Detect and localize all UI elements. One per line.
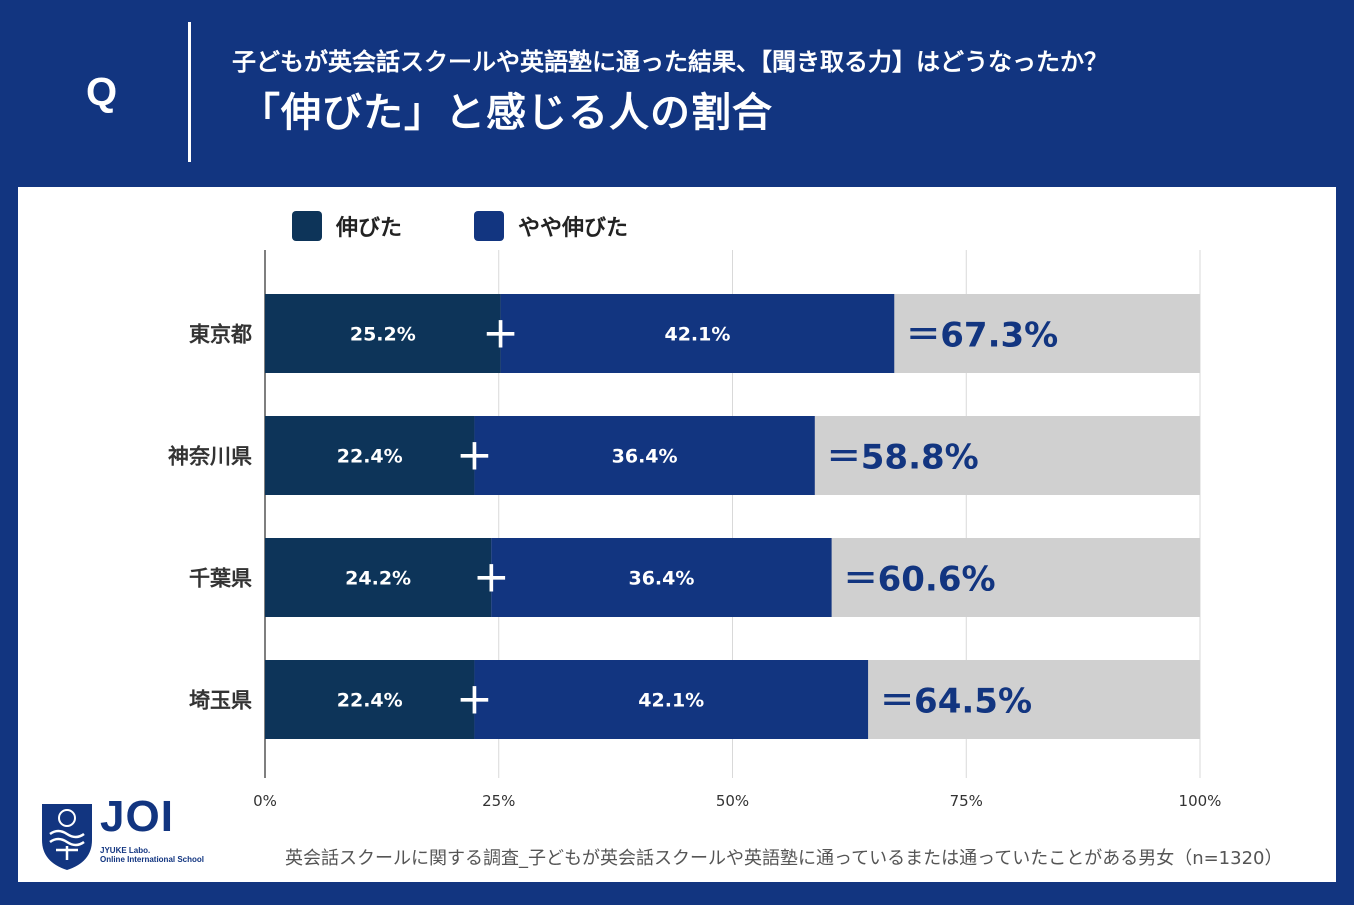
data-label-series2: 42.1% — [638, 690, 704, 712]
category-label: 神奈川県 — [168, 445, 252, 469]
header-divider — [188, 22, 191, 162]
plus-sign: + — [456, 674, 493, 725]
logo-wordmark: JOI — [100, 792, 174, 841]
legend-label-series2: やや伸びた — [518, 216, 629, 241]
data-label-series2: 42.1% — [664, 324, 730, 346]
logo-subtitle-line2: Online International School — [100, 855, 205, 864]
logo-subtitle-line1: JYUKE Labo. — [100, 846, 151, 855]
x-tick-label: 75% — [950, 792, 983, 810]
legend-item-series2: やや伸びた — [474, 210, 628, 242]
bar-series1 — [265, 416, 475, 495]
joi-logo-emblem — [42, 804, 92, 870]
bar-series2 — [500, 294, 895, 373]
plus-sign: + — [482, 308, 519, 359]
data-label-series2: 36.4% — [612, 446, 678, 468]
x-tick-label: 0% — [253, 792, 277, 810]
survey-footnote: 英会話スクールに関する調査_子どもが英会話スクールや英語塾に通っているまたは通っ… — [285, 848, 1283, 869]
bar-series2 — [474, 660, 869, 739]
bar-series1 — [265, 538, 492, 617]
category-label: 千葉県 — [189, 567, 252, 591]
plus-sign: + — [456, 430, 493, 481]
x-tick-label: 100% — [1179, 792, 1222, 810]
total-label: ＝58.8% — [827, 438, 979, 478]
data-label-series1: 22.4% — [337, 690, 403, 712]
x-tick-label: 25% — [482, 792, 515, 810]
bar-series2 — [474, 416, 815, 495]
total-label: ＝67.3% — [906, 316, 1058, 356]
data-label-series1: 24.2% — [345, 568, 411, 590]
bar-series1 — [265, 660, 475, 739]
category-label: 東京都 — [189, 323, 252, 347]
legend-swatch-series1 — [292, 211, 322, 241]
legend-item-series1: 伸びた — [292, 210, 402, 242]
question-mark: Q — [86, 70, 118, 114]
x-tick-label: 50% — [716, 792, 749, 810]
legend-label-series1: 伸びた — [336, 216, 403, 241]
data-label-series1: 25.2% — [350, 324, 416, 346]
category-label: 埼玉県 — [189, 689, 252, 713]
logo-subtitle: JYUKE Labo. Online International School — [100, 846, 204, 864]
total-label: ＝60.6% — [844, 560, 996, 600]
total-label: ＝64.5% — [880, 682, 1032, 722]
data-label-series1: 22.4% — [337, 446, 403, 468]
bar-series2 — [491, 538, 832, 617]
data-label-series2: 36.4% — [628, 568, 694, 590]
page-title: 「伸びた」と感じる人の割合 — [240, 90, 773, 136]
bar-series1 — [265, 294, 501, 373]
plus-sign: + — [473, 552, 510, 603]
legend-swatch-series2 — [474, 211, 504, 241]
question-text: 子どもが英会話スクールや英語塾に通った結果、【聞き取る力】はどうなったか？ — [232, 48, 1108, 76]
